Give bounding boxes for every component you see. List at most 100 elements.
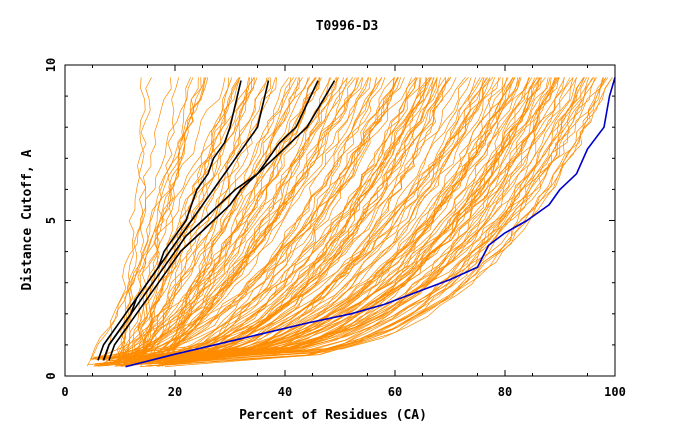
background-model-line (141, 77, 574, 362)
background-model-line (132, 77, 538, 363)
background-model-line (97, 77, 521, 367)
background-model-line (103, 77, 558, 359)
background-model-line (156, 77, 597, 364)
background-model-line (114, 77, 477, 362)
background-model-line (144, 77, 421, 358)
background-model-line (120, 77, 152, 365)
background-model-line (130, 77, 584, 363)
background-model-line (115, 77, 395, 363)
background-model-line (131, 77, 457, 364)
background-model-line (172, 77, 377, 362)
background-model-line (151, 77, 330, 360)
background-model-line (127, 77, 240, 360)
background-model-line (120, 77, 321, 366)
background-model-line (133, 77, 491, 360)
background-model-line (91, 77, 358, 361)
background-model-line (116, 77, 209, 360)
background-model-line (100, 77, 481, 364)
background-model-line (118, 77, 605, 360)
background-model-line (99, 77, 434, 367)
background-model-line (106, 77, 378, 367)
x-tick-label: 100 (604, 385, 626, 399)
background-model-line (138, 77, 332, 363)
background-model-line (111, 77, 323, 365)
background-model-line (133, 77, 372, 363)
background-model-line (155, 77, 578, 367)
background-model-line (170, 77, 271, 362)
background-model-line (156, 77, 593, 364)
background-model-line (106, 77, 194, 366)
background-model-line (134, 77, 383, 360)
x-tick-label: 80 (498, 385, 512, 399)
background-model-line (115, 77, 402, 366)
background-model-line (121, 77, 348, 365)
background-model-line (138, 77, 508, 360)
background-model-line (155, 77, 565, 361)
background-model-line (128, 77, 472, 364)
background-model-line (121, 77, 399, 368)
background-model-line (86, 77, 255, 367)
background-model-line (158, 77, 438, 359)
background-model-line (114, 77, 317, 367)
chart-title: T0996-D3 (316, 19, 379, 34)
reference-model-line (125, 77, 616, 368)
x-axis-label: Percent of Residues (CA) (239, 408, 427, 423)
background-model-line (148, 77, 191, 360)
background-model-line (137, 77, 205, 362)
background-model-line (142, 77, 180, 363)
background-model-line (155, 77, 303, 360)
background-model-line (93, 77, 522, 366)
highlight-model-line (102, 80, 336, 361)
background-model-line (137, 77, 559, 360)
background-model-line (119, 77, 309, 363)
background-model-line (96, 77, 348, 359)
background-model-line (152, 77, 577, 360)
background-model-line (126, 77, 574, 358)
background-model-line (139, 77, 585, 367)
background-model-line (130, 77, 607, 360)
highlight-model-line (108, 80, 319, 361)
background-model-line (94, 77, 603, 359)
x-tick-label: 20 (168, 385, 182, 399)
background-model-line (121, 77, 433, 366)
background-model-line (158, 77, 542, 363)
background-model-line (117, 77, 258, 358)
y-tick-label: 10 (44, 58, 58, 72)
background-model-line (98, 77, 419, 360)
background-model-line (168, 77, 435, 363)
background-model-line (119, 77, 405, 358)
background-model-line (95, 77, 487, 366)
y-axis-label: Distance Cutoff, A (20, 149, 35, 290)
highlight-model-line (97, 80, 270, 361)
axis-ticks: 0 20 40 60 80 100 0 5 10 (44, 58, 626, 399)
y-tick-label: 5 (44, 217, 58, 224)
x-tick-label: 0 (61, 385, 68, 399)
x-tick-label: 60 (388, 385, 402, 399)
background-model-line (119, 77, 250, 366)
x-tick-label: 40 (278, 385, 292, 399)
background-model-line (171, 77, 533, 360)
background-model-line (136, 77, 585, 363)
background-model-line (130, 77, 450, 367)
background-model-line (127, 77, 609, 361)
background-model-line (143, 77, 432, 360)
background-model-line (122, 77, 206, 366)
background-model-line (169, 77, 509, 361)
background-model-line (143, 77, 417, 364)
background-model-line (114, 77, 613, 363)
background-model-line (95, 77, 337, 367)
background-model-line (110, 77, 398, 359)
background-model-line (110, 77, 386, 359)
background-model-line (148, 77, 344, 363)
background-model-line (122, 77, 294, 363)
background-model-line (90, 77, 226, 360)
background-model-line (149, 77, 233, 360)
background-model-line (161, 77, 451, 366)
background-model-line (92, 77, 412, 359)
background-model-line (93, 77, 519, 367)
background-model-line (116, 77, 466, 360)
background-model-line (165, 77, 255, 363)
y-tick-label: 0 (44, 372, 58, 379)
background-model-line (146, 77, 536, 365)
